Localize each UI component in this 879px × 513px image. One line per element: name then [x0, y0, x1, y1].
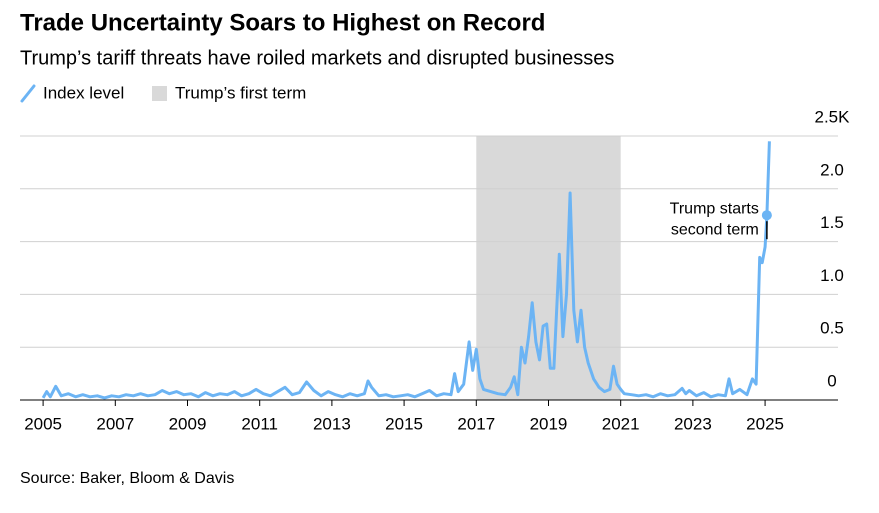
y-tick-label: 1.5: [820, 213, 844, 232]
y-tick-label: 0.5: [820, 319, 844, 338]
x-tick-label: 2023: [674, 414, 712, 433]
legend-label: Index level: [43, 83, 124, 102]
x-tick-label: 2025: [746, 414, 784, 433]
legend-label: Trump’s first term: [175, 83, 306, 102]
y-tick-label: 2.0: [820, 160, 844, 179]
x-tick-label: 2009: [169, 414, 207, 433]
legend-swatch: [152, 86, 167, 101]
annotation-text: Trump starts: [670, 200, 759, 217]
chart-title: Trade Uncertainty Soars to Highest on Re…: [20, 9, 545, 36]
chart-subtitle: Trump’s tariff threats have roiled marke…: [20, 47, 614, 69]
data-line: [41, 141, 771, 400]
annotation-text: second term: [671, 221, 759, 238]
x-tick-label: 2017: [457, 414, 495, 433]
y-tick-label: 1.0: [820, 266, 844, 285]
x-tick-label: 2013: [313, 414, 351, 433]
x-tick-label: 2011: [241, 414, 278, 433]
source: Source: Baker, Bloom & Davis: [20, 470, 234, 487]
x-tick-label: 2015: [385, 414, 423, 433]
y-tick-label: 2.5K: [815, 107, 851, 126]
x-tick-label: 2021: [602, 414, 640, 433]
x-tick-label: 2007: [96, 414, 134, 433]
x-tick-label: 2019: [530, 414, 568, 433]
x-tick-label: 2005: [24, 414, 62, 433]
annotation-dot: [761, 210, 772, 221]
legend-swatch: [20, 84, 36, 103]
y-tick-label: 0: [827, 371, 836, 390]
